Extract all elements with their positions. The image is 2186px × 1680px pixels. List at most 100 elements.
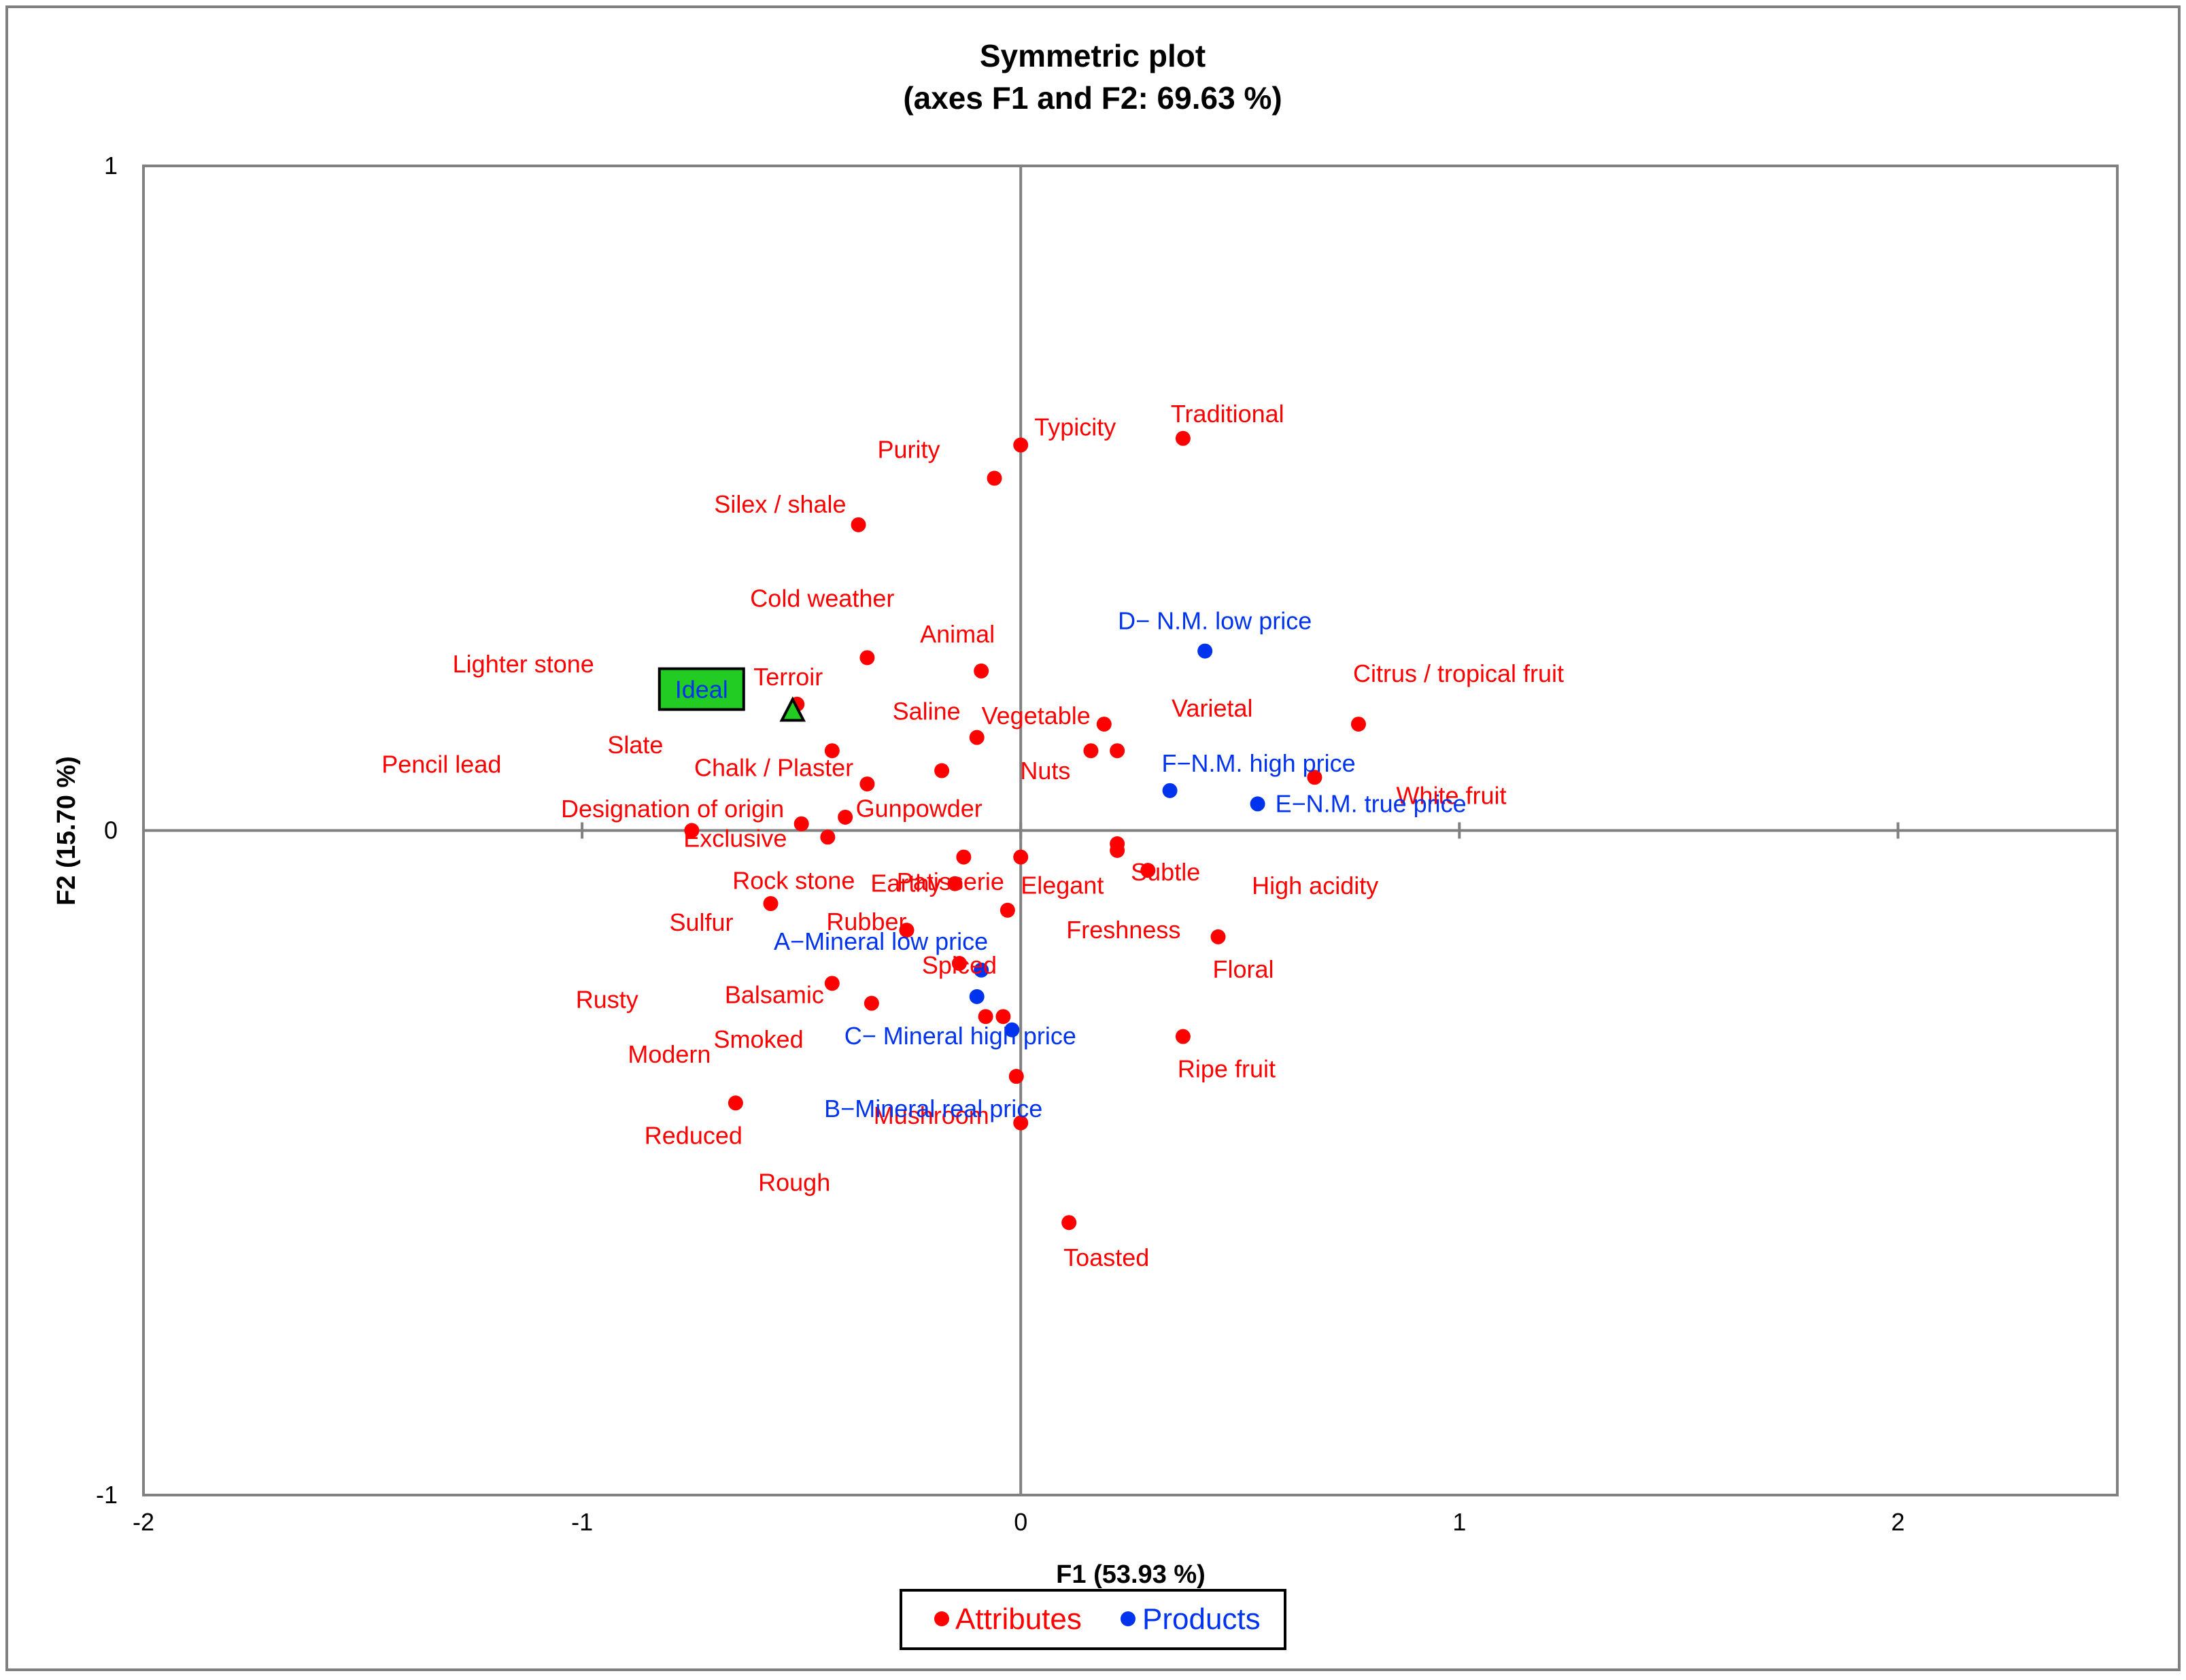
point-d-n-m-low-price	[1197, 643, 1213, 659]
point-label-mushroom: Mushroom	[874, 1101, 989, 1129]
point-label-chalk-plaster: Chalk / Plaster	[694, 754, 853, 782]
point-rough	[1013, 1115, 1029, 1131]
point-spiced	[951, 956, 967, 971]
ideal-label-box	[657, 667, 745, 711]
point-label-gunpowder: Gunpowder	[856, 795, 983, 823]
y-tick-label: 0	[104, 817, 118, 844]
point-label-toasted: Toasted	[1063, 1244, 1149, 1271]
point-purity	[987, 470, 1002, 486]
x-tick-label: -1	[571, 1508, 593, 1536]
point-gunpowder	[793, 816, 809, 832]
point-mushroom	[1008, 1069, 1024, 1084]
point-label-traditional: Traditional	[1171, 400, 1284, 428]
point-label-rough: Rough	[758, 1169, 830, 1197]
point-label-f-n-m-high-price: F−N.M. high price	[1162, 749, 1356, 777]
point-a-mineral-low-price	[974, 962, 989, 978]
point-label-purity: Purity	[877, 435, 940, 463]
x-tick-label: -2	[133, 1508, 154, 1536]
point-label-a-mineral-low-price: A−Mineral low price	[774, 927, 988, 955]
legend-products-label: Products	[1142, 1602, 1261, 1636]
point-toasted	[1061, 1215, 1077, 1231]
ideal-marker	[779, 696, 806, 722]
point-cold-weather	[859, 650, 875, 666]
point-smoked	[978, 1009, 993, 1025]
point-label-cold-weather: Cold weather	[750, 584, 894, 612]
points-layer	[684, 430, 1366, 1231]
point-label-freshness: Freshness	[1066, 916, 1180, 944]
point-vegetable	[1096, 717, 1112, 732]
point-label-ripe-fruit: Ripe fruit	[1178, 1055, 1276, 1083]
point-label-high-acidity: High acidity	[1252, 872, 1378, 899]
point-varietal	[1110, 743, 1125, 759]
point-label-lighter-stone: Lighter stone	[453, 650, 594, 678]
y-axis-title: F2 (15.70 %)	[52, 756, 81, 906]
point-slate	[859, 776, 875, 792]
x-tick-label: 1	[1452, 1508, 1466, 1536]
point-label-vegetable: Vegetable	[982, 702, 1091, 730]
point-label-elegant: Elegant	[1021, 872, 1104, 899]
point-label-designation-of-origin: Designation of origin	[561, 795, 784, 823]
point-label-varietal: Varietal	[1172, 694, 1252, 722]
point-label-patisserie: Patisserie	[897, 868, 1004, 895]
legend-attributes-label: Attributes	[955, 1602, 1082, 1636]
point-label-earthy: Earthy	[870, 870, 941, 897]
point-label-b-mineral-real-price: B−Mineral real price	[824, 1095, 1042, 1122]
chart-subtitle: (axes F1 and F2: 69.63 %)	[903, 80, 1282, 116]
point-typicity	[1013, 437, 1029, 453]
point-label-c-mineral-high-price: C− Mineral high price	[844, 1022, 1076, 1050]
y-tick-label: 1	[104, 152, 118, 179]
point-high-acidity	[1110, 842, 1125, 858]
point-label-exclusive: Exclusive	[683, 824, 787, 852]
point-label-slate: Slate	[607, 731, 663, 759]
legend-products-marker	[1121, 1611, 1135, 1626]
point-balsamic	[864, 995, 879, 1011]
point-pencil-lead	[684, 823, 700, 838]
point-label-nuts: Nuts	[1020, 757, 1070, 785]
point-label-white-fruit: White fruit	[1396, 781, 1506, 809]
point-earthy	[947, 876, 963, 891]
x-tick-label: 2	[1891, 1508, 1905, 1536]
point-elegant	[1013, 849, 1029, 865]
point-citrus-tropical-fruit	[1350, 717, 1366, 732]
point-modern	[995, 1009, 1011, 1025]
point-label-reduced: Reduced	[645, 1121, 742, 1149]
point-label-subtle: Subtle	[1131, 858, 1200, 886]
point-lighter-stone	[824, 743, 840, 759]
point-ripe-fruit	[1175, 1029, 1191, 1044]
point-chalk-plaster	[934, 763, 950, 778]
legend: Attributes Products	[900, 1589, 1286, 1650]
labels-layer: Typicity Traditional Purity Silex / shale Co…	[381, 400, 1564, 1271]
point-designation-of-origin	[838, 809, 853, 825]
point-traditional	[1175, 430, 1191, 446]
point-label-rubber: Rubber	[826, 908, 906, 936]
point-white-fruit	[1307, 770, 1322, 785]
point-label-rusty: Rusty	[576, 985, 638, 1013]
point-c-mineral-high-price	[969, 989, 985, 1004]
point-b-mineral-real-price	[1004, 1022, 1020, 1038]
point-nuts	[1083, 743, 1099, 759]
point-freshness	[1140, 863, 1156, 878]
point-exclusive	[820, 829, 836, 845]
ticks-layer: -2 -1 0 1 2 -1 0 1	[96, 152, 1905, 1536]
point-floral	[1210, 929, 1226, 944]
point-label-d-n-m-low-price: D− N.M. low price	[1118, 607, 1312, 635]
point-sulfur	[763, 896, 779, 912]
point-label-rock-stone: Rock stone	[732, 867, 855, 895]
point-rock-stone	[956, 849, 972, 865]
point-label-e-n-m-true-price: E−N.M. true price	[1276, 789, 1467, 817]
point-silex-shale	[851, 517, 866, 532]
ideal-label: Ideal	[675, 676, 728, 704]
point-label-typicity: Typicity	[1034, 413, 1116, 441]
x-tick-label: 0	[1014, 1508, 1027, 1536]
point-label-sulfur: Sulfur	[669, 908, 733, 936]
point-label-pencil-lead: Pencil lead	[381, 751, 501, 778]
point-label-citrus-tropical-fruit: Citrus / tropical fruit	[1353, 659, 1564, 687]
x-axis-title: F1 (53.93 %)	[1056, 1560, 1206, 1589]
point-f-n-m-high-price	[1162, 783, 1178, 798]
point-label-smoked: Smoked	[714, 1025, 804, 1053]
legend-box	[900, 1589, 1286, 1650]
point-label-balsamic: Balsamic	[725, 981, 824, 1009]
point-rusty	[824, 976, 840, 991]
point-label-floral: Floral	[1213, 955, 1274, 983]
